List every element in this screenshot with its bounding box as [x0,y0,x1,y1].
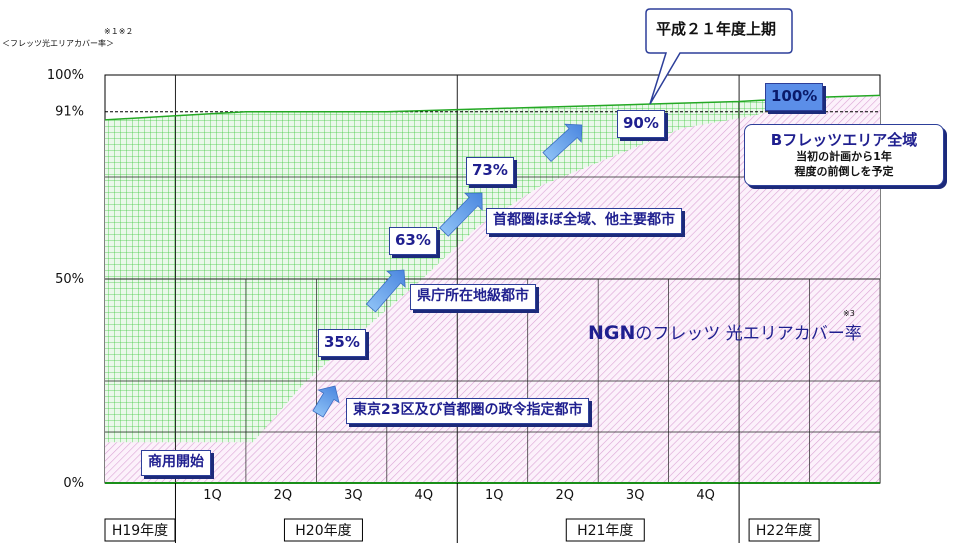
milestone-value-100: 100% [765,83,824,111]
quarter-label-2: 3Q [344,488,363,503]
ytick-label-2: 50% [55,272,84,287]
milestone-value-73: 73% [466,157,514,185]
quarter-label-3: 4Q [415,488,434,503]
arrow-group-2 [439,192,483,237]
fy-box-3 [748,518,820,542]
milestone-arrows [312,123,583,418]
fy-box-0 [104,518,176,542]
ytick-label-1: 91% [55,105,84,120]
arrow-group-3 [542,123,583,162]
callout-balloon [645,8,793,105]
y-ticks: 100% 91% 50% 0% [47,68,84,491]
fy-label-0: H19年度 [112,523,168,539]
milestone-arrow-3 [542,123,583,162]
ngn-series-label: NGNのフレッツ 光エリアカバー率 [588,319,862,344]
fy-label-3: H22年度 [756,523,812,539]
bflets-note: Bフレッツエリア全域 当初の計画から1年 程度の前倒しを予定 [744,124,944,186]
fy-box-2 [565,518,645,542]
quarter-label-6: 3Q [626,488,645,503]
milestone-value-63: 63% [389,227,437,255]
arrow-group-1 [365,269,406,313]
ngn-note: ※3 [843,309,855,318]
quarter-label-5: 2Q [555,488,574,503]
quarter-label-1: 2Q [274,488,293,503]
bflets-line1: 当初の計画から1年 [796,150,892,163]
callout-label: 平成２１年度上期 [655,20,776,38]
fy-label-1: H20年度 [295,523,351,539]
milestone-arrow-2 [439,192,483,237]
ngn-label-bold: NGN [588,322,636,344]
fy-label-2: H21年度 [577,523,633,539]
milestone-arrow-1 [365,269,406,313]
ytick-label-3: 0% [63,476,84,491]
milestone-label-capital: 首都圏ほぼ全域、他主要都市 [486,208,682,234]
ngn-label-rest: のフレッツ 光エリアカバー率 [635,324,862,344]
milestone-value-90: 90% [617,110,665,138]
yaxis-note: ※１※２ [104,27,133,36]
quarter-label-4: 1Q [485,488,504,503]
milestone-label-tokyo: 東京23区及び首都圏の政令指定都市 [346,398,590,424]
quarter-label-0: 1Q [203,488,222,503]
quarter-label-7: 4Q [696,488,715,503]
fy-box-1 [283,518,363,542]
series-lines [104,94,881,484]
bflets-line2: 程度の前倒しを予定 [794,165,894,178]
ytick-label-0: 100% [47,68,84,83]
arrow-group-0 [312,385,340,418]
milestone-arrow-0 [312,385,340,418]
yaxis-title: ＜フレッツ光エリアカバー率＞ [2,38,114,48]
milestone-label-prefectural: 県庁所在地級都市 [410,284,536,310]
milestone-label-launch: 商用開始 [141,450,211,476]
flets-line [104,94,881,121]
bflets-title: Bフレッツエリア全域 [770,131,918,149]
x-axis: 1Q 2Q 3Q 4Q 1Q 2Q 3Q 4Q H19年度 H20年度 H21年度 H22年度 [104,483,820,543]
milestone-value-35: 35% [318,329,366,357]
